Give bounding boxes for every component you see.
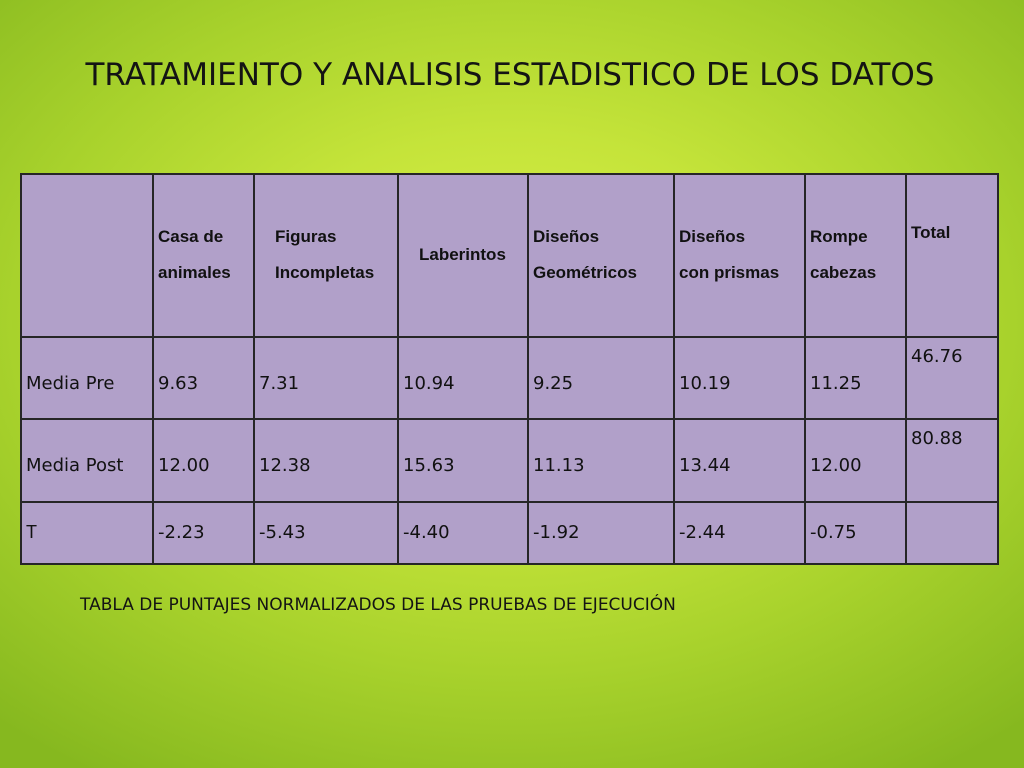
header-text: Geométricos xyxy=(533,263,637,283)
row-label: Media Pre xyxy=(20,335,154,421)
total-cell: 46.76 xyxy=(905,335,999,421)
header-total: Total xyxy=(905,173,999,338)
scores-table: Casa de animales Figuras Incompletas Lab… xyxy=(20,173,999,566)
header-figuras-incompletas: Figuras Incompletas xyxy=(253,173,399,338)
table-cell: 10.94 xyxy=(397,335,529,421)
header-rompe-cabezas: Rompe cabezas xyxy=(804,173,907,338)
header-laberintos: Laberintos xyxy=(397,173,529,338)
table-row: Media Pre 9.63 7.31 10.94 9.25 10.19 11.… xyxy=(20,335,999,421)
header-casa-de-animales: Casa de animales xyxy=(152,173,255,338)
table-cell: -5.43 xyxy=(253,500,399,566)
header-text: Diseños xyxy=(533,227,600,247)
header-text: Figuras xyxy=(275,227,337,247)
table-cell: -2.44 xyxy=(673,500,806,566)
table-cell: 9.63 xyxy=(152,335,255,421)
table-caption: TABLA DE PUNTAJES NORMALIZADOS DE LAS PR… xyxy=(80,595,676,615)
table-cell: 7.31 xyxy=(253,335,399,421)
slide-title: TRATAMIENTO Y ANALISIS ESTADISTICO DE LO… xyxy=(85,57,935,93)
table-cell: 9.25 xyxy=(527,335,675,421)
header-text: cabezas xyxy=(810,263,877,283)
table-cell: 13.44 xyxy=(673,418,806,503)
table-cell: -2.23 xyxy=(152,500,255,566)
table-cell: -4.40 xyxy=(397,500,529,566)
table-cell: 11.25 xyxy=(804,335,907,421)
table-row: T -2.23 -5.43 -4.40 -1.92 -2.44 -0.75 xyxy=(20,500,999,566)
total-cell xyxy=(905,500,999,566)
table-cell: -1.92 xyxy=(527,500,675,566)
header-text: Casa de xyxy=(158,227,224,247)
table-cell: 10.19 xyxy=(673,335,806,421)
header-corner-cell xyxy=(20,173,154,338)
header-text: con prismas xyxy=(679,263,780,283)
header-text: animales xyxy=(158,263,231,283)
table-row: Media Post 12.00 12.38 15.63 11.13 13.44… xyxy=(20,418,999,503)
header-text: Total xyxy=(911,223,951,242)
header-disenos-con-prismas: Diseños con prismas xyxy=(673,173,806,338)
header-disenos-geometricos: Diseños Geométricos xyxy=(527,173,675,338)
table-header-row: Casa de animales Figuras Incompletas Lab… xyxy=(20,173,999,338)
header-text: Rompe xyxy=(810,227,868,247)
row-label: Media Post xyxy=(20,418,154,503)
header-text: Incompletas xyxy=(275,263,375,283)
row-label: T xyxy=(20,500,154,566)
header-text: Laberintos xyxy=(419,245,506,265)
header-text: Diseños xyxy=(679,227,746,247)
table-cell: 12.00 xyxy=(804,418,907,503)
table-cell: 15.63 xyxy=(397,418,529,503)
total-cell: 80.88 xyxy=(905,418,999,503)
table-cell: 12.00 xyxy=(152,418,255,503)
table-cell: 12.38 xyxy=(253,418,399,503)
table-cell: -0.75 xyxy=(804,500,907,566)
table-cell: 11.13 xyxy=(527,418,675,503)
